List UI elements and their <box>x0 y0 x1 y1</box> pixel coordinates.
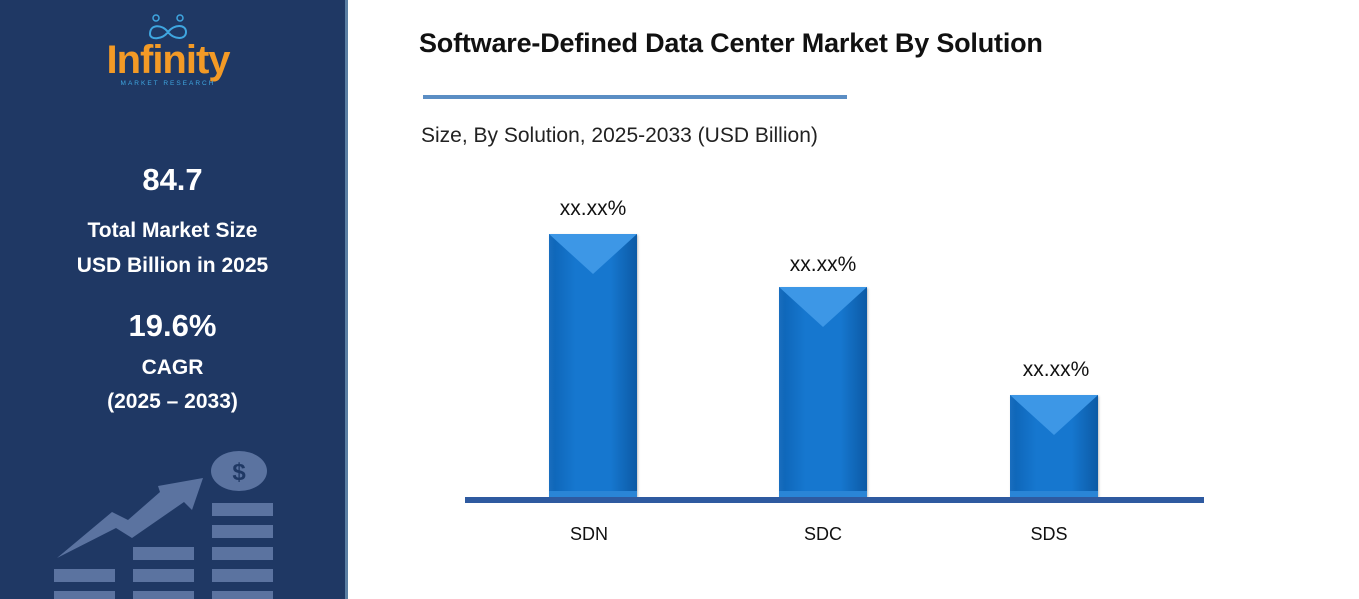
cagr-period: (2025 – 2033) <box>107 390 238 413</box>
bar-bevel <box>549 234 637 274</box>
logo-wordmark: Infinity <box>106 38 230 82</box>
market-size-value: 84.7 <box>142 162 203 197</box>
bar-bevel <box>1010 395 1016 497</box>
category-label-sds: SDS <box>1030 524 1068 544</box>
x-axis-line <box>465 497 1204 503</box>
growth-chart-dollar-icon: $ <box>54 451 273 599</box>
cagr-label: CAGR <box>141 356 204 379</box>
market-size-unit-label: USD Billion in 2025 <box>76 254 269 277</box>
bar-bevel <box>779 287 785 497</box>
data-label-sdn: xx.xx% <box>559 197 627 220</box>
category-label-sdc: SDC <box>803 524 842 544</box>
cagr-value: 19.6% <box>128 308 217 343</box>
bar-sds <box>1010 395 1098 497</box>
logo-tagline: MARKET RESEARCH <box>120 80 216 87</box>
data-label-sds: xx.xx% <box>1022 358 1090 381</box>
sidebar-edge-divider <box>345 0 348 599</box>
bar-bevel <box>779 287 867 327</box>
sidebar-panel: Infinity MARKET RESEARCH 84.7 Total Mark… <box>0 0 345 599</box>
market-size-label: Total Market Size <box>87 219 258 242</box>
chart-title: Software-Defined Data Center Market By S… <box>419 28 1043 58</box>
bar-sdc <box>779 287 867 497</box>
bar-bevel <box>549 234 555 497</box>
bar-bevel <box>1010 491 1098 497</box>
bar-bevel <box>779 491 867 497</box>
category-label-sdn: SDN <box>569 524 608 544</box>
svg-text:$: $ <box>232 459 246 486</box>
bar-bevel <box>1010 395 1098 435</box>
title-underline <box>423 95 847 99</box>
data-label-sdc: xx.xx% <box>789 253 857 276</box>
chart-subtitle: Size, By Solution, 2025-2033 (USD Billio… <box>421 124 818 147</box>
bar-bevel <box>549 491 637 497</box>
infinity-logo-icon <box>148 14 188 40</box>
brand-logo: Infinity MARKET RESEARCH <box>98 14 238 94</box>
bar-sdn <box>549 234 637 497</box>
